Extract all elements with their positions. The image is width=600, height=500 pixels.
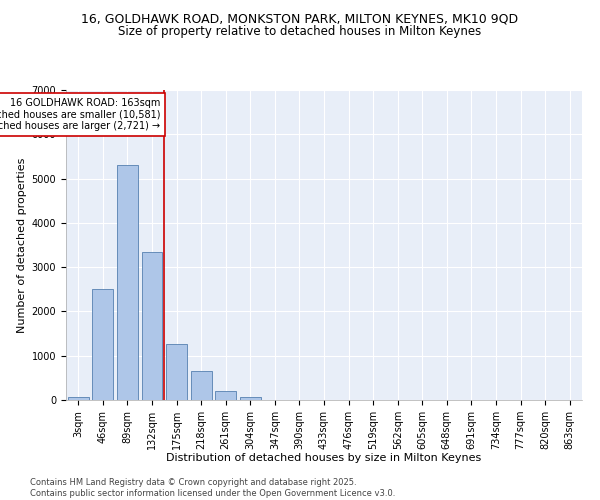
Bar [215,391,236,400]
Text: Contains HM Land Registry data © Crown copyright and database right 2025.
Contai: Contains HM Land Registry data © Crown c… [30,478,395,498]
Bar [191,371,212,400]
Bar [166,344,187,400]
Bar [142,252,163,400]
Bar [117,166,138,400]
Bar [240,397,261,400]
Text: 16 GOLDHAWK ROAD: 163sqm
← 79% of detached houses are smaller (10,581)
20% of se: 16 GOLDHAWK ROAD: 163sqm ← 79% of detach… [0,98,161,131]
Bar [92,290,113,400]
Bar [68,397,89,400]
Text: 16, GOLDHAWK ROAD, MONKSTON PARK, MILTON KEYNES, MK10 9QD: 16, GOLDHAWK ROAD, MONKSTON PARK, MILTON… [82,12,518,26]
X-axis label: Distribution of detached houses by size in Milton Keynes: Distribution of detached houses by size … [166,454,482,464]
Text: Size of property relative to detached houses in Milton Keynes: Size of property relative to detached ho… [118,25,482,38]
Y-axis label: Number of detached properties: Number of detached properties [17,158,28,332]
